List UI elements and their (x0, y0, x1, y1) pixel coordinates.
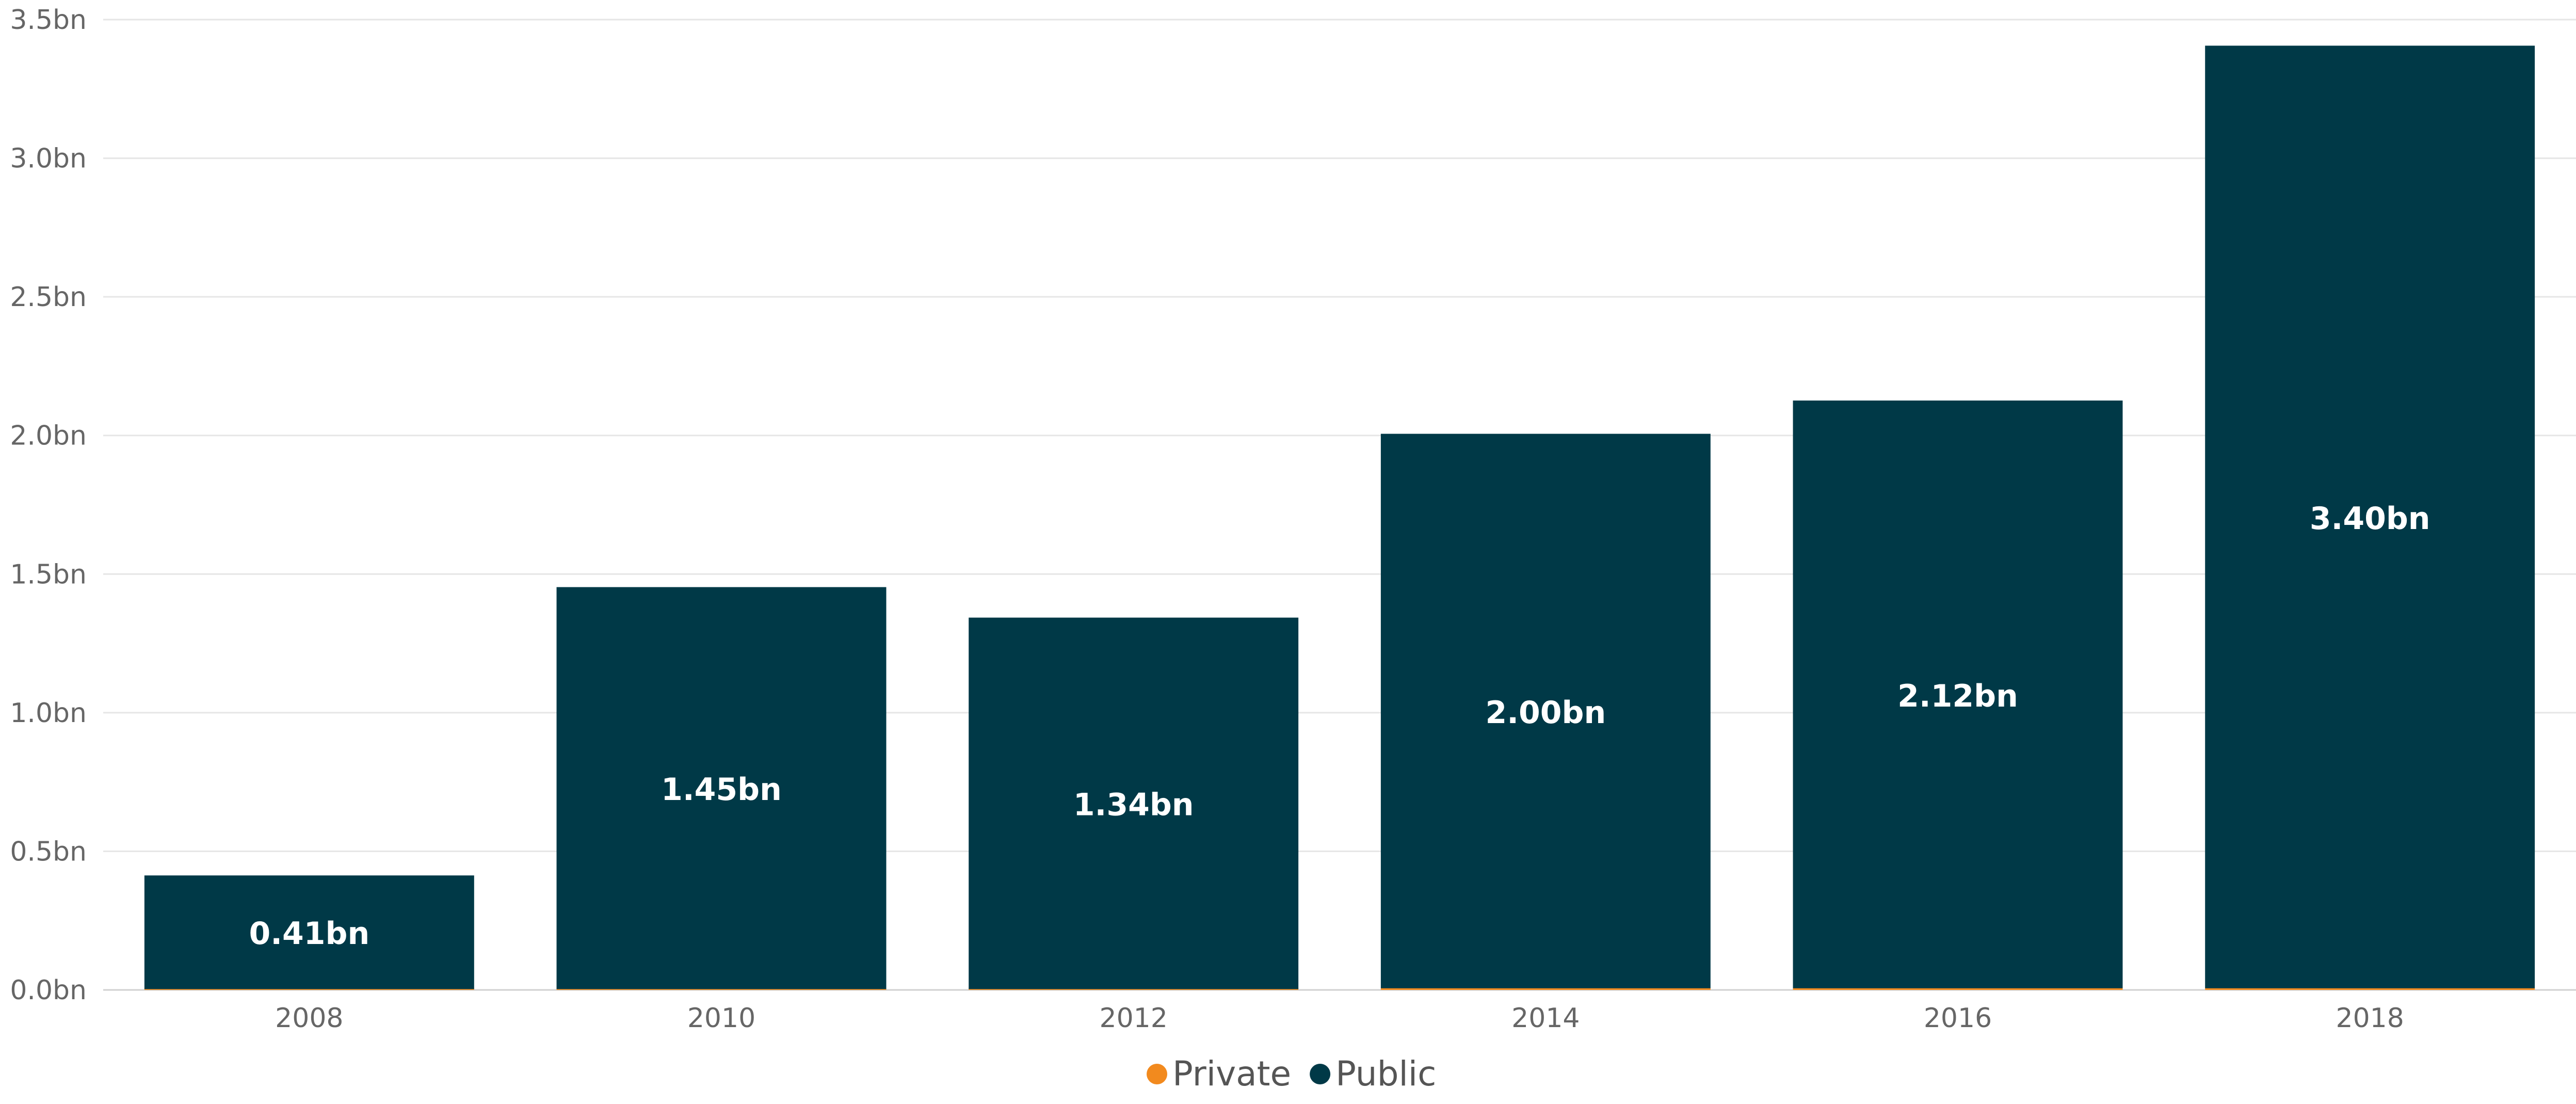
x-tick-label: 2010 (687, 1003, 755, 1034)
y-axis: 0.0bn 0.5bn 1.0bn 1.5bn 2.0bn 2.5bn 3.0bn 3.5bn (10, 5, 87, 1006)
legend-label: Private (1172, 1054, 1291, 1094)
x-tick-label: 2008 (275, 1003, 343, 1034)
data-label: 2.00bn (1485, 695, 1606, 731)
data-labels: 0.41bn 1.45bn 1.34bn 2.00bn 2.12bn 3.40bn (249, 501, 2430, 952)
x-axis: 2008 2010 2012 2014 2016 2018 (275, 1003, 2404, 1034)
legend-marker (1147, 1064, 1167, 1084)
x-tick-label: 2016 (1924, 1003, 1992, 1034)
data-label: 1.45bn (661, 772, 782, 808)
data-label: 0.41bn (249, 916, 369, 952)
legend-label: Public (1335, 1054, 1436, 1094)
x-tick-label: 2018 (2336, 1003, 2404, 1034)
y-tick-label: 1.0bn (10, 698, 87, 729)
bar-public-2016[interactable] (1793, 401, 2123, 988)
bar-private-2016[interactable] (1793, 988, 2123, 990)
legend[interactable]: Private Public (1147, 1054, 1436, 1094)
legend-item-public[interactable]: Public (1310, 1054, 1436, 1094)
y-tick-label: 2.5bn (10, 282, 87, 313)
gridlines (103, 19, 2576, 991)
data-label: 1.34bn (1073, 787, 1194, 823)
bar-public-2008[interactable] (144, 875, 474, 989)
bar-public-2010[interactable] (556, 587, 887, 989)
data-label: 3.40bn (2310, 501, 2430, 537)
bar-private-2014[interactable] (1380, 988, 1711, 990)
bar-public-2014[interactable] (1380, 434, 1711, 988)
y-tick-label: 1.5bn (10, 559, 87, 590)
bar-public-2012[interactable] (969, 617, 1299, 989)
legend-marker (1310, 1064, 1331, 1084)
legend-item-private[interactable]: Private (1147, 1054, 1291, 1094)
bars (144, 45, 2535, 990)
x-tick-label: 2014 (1511, 1003, 1580, 1034)
y-tick-label: 0.0bn (10, 975, 87, 1006)
data-label: 2.12bn (1897, 678, 2018, 714)
y-tick-label: 0.5bn (10, 836, 87, 867)
y-tick-label: 3.0bn (10, 143, 87, 174)
bar-public-2018[interactable] (2205, 45, 2535, 988)
y-tick-label: 3.5bn (10, 5, 87, 36)
bar-private-2018[interactable] (2205, 988, 2535, 990)
y-tick-label: 2.0bn (10, 421, 87, 452)
x-tick-label: 2012 (1099, 1003, 1167, 1034)
